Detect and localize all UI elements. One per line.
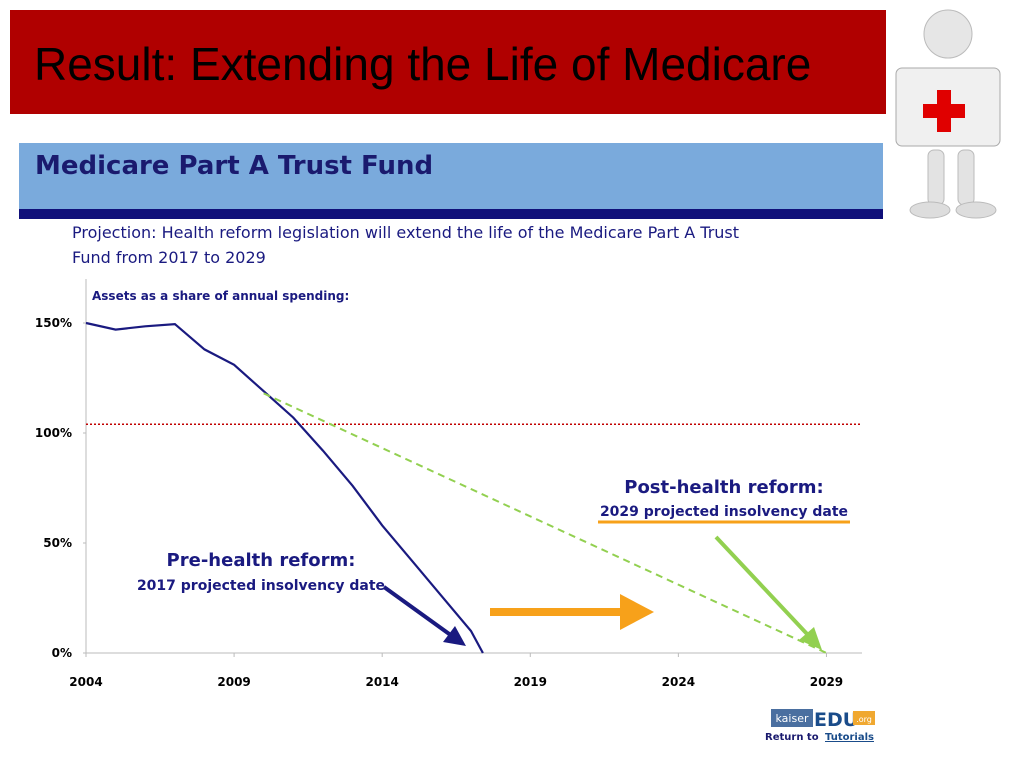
first-aid-figure bbox=[895, 9, 1001, 219]
x-tick-label: 2029 bbox=[810, 675, 843, 689]
y-tick-label: 0% bbox=[52, 646, 72, 660]
y-axis-label: Assets as a share of annual spending: bbox=[92, 289, 349, 303]
logo-text: EDU bbox=[814, 709, 858, 731]
annotation: Pre-health reform: bbox=[167, 550, 356, 571]
chart-header bbox=[19, 143, 883, 209]
annotation: Post-health reform: bbox=[624, 477, 824, 498]
logo-text: kaiser bbox=[776, 712, 809, 725]
x-tick-label: 2014 bbox=[365, 675, 398, 689]
slide-title: Result: Extending the Life of Medicare bbox=[34, 38, 811, 90]
arrows bbox=[382, 535, 822, 650]
x-tick-label: 2019 bbox=[514, 675, 547, 689]
tutorials-link[interactable]: Tutorials bbox=[825, 732, 874, 743]
chart-title: Medicare Part A Trust Fund bbox=[35, 151, 433, 181]
series-line bbox=[85, 321, 484, 654]
annotation: 2017 projected insolvency date bbox=[137, 578, 385, 594]
return-text: Return to bbox=[765, 732, 819, 743]
subtitle: Projection: Health reform legislation wi… bbox=[72, 223, 739, 242]
y-tick-label: 100% bbox=[35, 426, 72, 440]
y-tick-label: 150% bbox=[35, 316, 72, 330]
x-tick-label: 2004 bbox=[69, 675, 102, 689]
kaiser-logo: kaiser EDU .org bbox=[771, 709, 875, 731]
logo-text: .org bbox=[856, 715, 872, 724]
title-bar bbox=[10, 10, 886, 114]
header-strip bbox=[19, 209, 883, 219]
x-tick-label: 2009 bbox=[217, 675, 250, 689]
subtitle: Fund from 2017 to 2029 bbox=[72, 248, 266, 267]
y-tick-label: 50% bbox=[43, 536, 72, 550]
x-tick-label: 2024 bbox=[662, 675, 695, 689]
annotation: 2029 projected insolvency date bbox=[600, 504, 848, 520]
series-line bbox=[263, 392, 827, 654]
